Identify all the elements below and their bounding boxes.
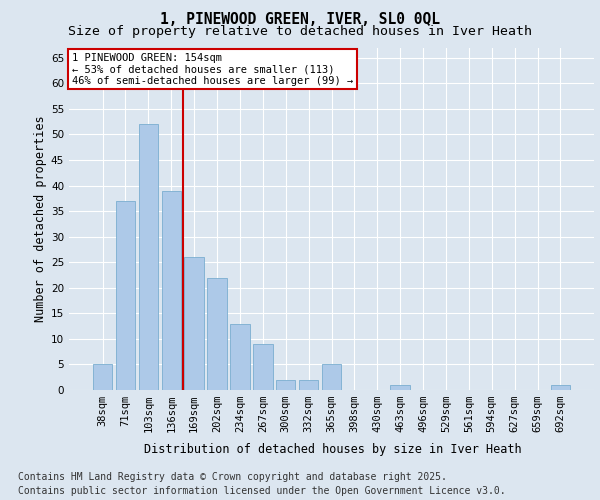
Bar: [230, 324, 250, 390]
Bar: [299, 380, 319, 390]
Bar: [253, 344, 272, 390]
Y-axis label: Number of detached properties: Number of detached properties: [34, 116, 47, 322]
Text: 1 PINEWOOD GREEN: 154sqm
← 53% of detached houses are smaller (113)
46% of semi-: 1 PINEWOOD GREEN: 154sqm ← 53% of detach…: [71, 52, 353, 86]
Bar: [93, 364, 112, 390]
Bar: [276, 380, 295, 390]
Bar: [139, 124, 158, 390]
Bar: [161, 190, 181, 390]
Text: Distribution of detached houses by size in Iver Heath: Distribution of detached houses by size …: [144, 442, 522, 456]
Bar: [208, 278, 227, 390]
Bar: [116, 201, 135, 390]
Bar: [391, 385, 410, 390]
Bar: [551, 385, 570, 390]
Bar: [184, 257, 204, 390]
Bar: [322, 364, 341, 390]
Text: 1, PINEWOOD GREEN, IVER, SL0 0QL: 1, PINEWOOD GREEN, IVER, SL0 0QL: [160, 12, 440, 28]
Text: Contains HM Land Registry data © Crown copyright and database right 2025.: Contains HM Land Registry data © Crown c…: [18, 472, 447, 482]
Text: Size of property relative to detached houses in Iver Heath: Size of property relative to detached ho…: [68, 25, 532, 38]
Text: Contains public sector information licensed under the Open Government Licence v3: Contains public sector information licen…: [18, 486, 506, 496]
